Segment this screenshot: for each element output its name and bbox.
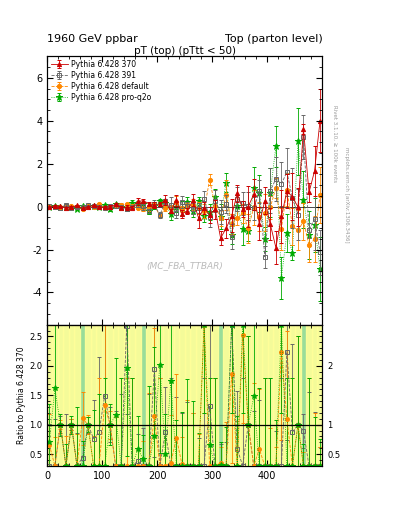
- Bar: [262, 325, 268, 466]
- Bar: [146, 325, 152, 466]
- Bar: [85, 325, 91, 466]
- Y-axis label: Ratio to Pythia 6.428 370: Ratio to Pythia 6.428 370: [17, 347, 26, 444]
- Bar: [47, 325, 52, 466]
- Bar: [317, 325, 323, 466]
- Bar: [295, 325, 301, 466]
- Bar: [306, 325, 312, 466]
- Bar: [190, 325, 196, 466]
- Bar: [251, 325, 257, 466]
- Text: 1960 GeV ppbar: 1960 GeV ppbar: [47, 33, 138, 44]
- Bar: [246, 325, 251, 466]
- Bar: [207, 325, 212, 466]
- Bar: [135, 325, 141, 466]
- Bar: [102, 325, 107, 466]
- Bar: [179, 325, 185, 466]
- Bar: [223, 325, 229, 466]
- Bar: [152, 325, 157, 466]
- Bar: [63, 325, 69, 466]
- Bar: [284, 325, 290, 466]
- Bar: [124, 325, 129, 466]
- Bar: [196, 325, 201, 466]
- Bar: [229, 325, 235, 466]
- Bar: [257, 325, 262, 466]
- Bar: [91, 325, 96, 466]
- Bar: [157, 325, 163, 466]
- Bar: [312, 325, 317, 466]
- Bar: [96, 325, 102, 466]
- Bar: [118, 325, 124, 466]
- Bar: [273, 325, 279, 466]
- Bar: [174, 325, 179, 466]
- Bar: [168, 325, 174, 466]
- Bar: [163, 325, 168, 466]
- Text: (MC_FBA_TTBAR): (MC_FBA_TTBAR): [146, 261, 223, 270]
- Bar: [268, 325, 273, 466]
- Bar: [69, 325, 74, 466]
- Bar: [74, 325, 80, 466]
- Bar: [113, 325, 118, 466]
- Bar: [279, 325, 284, 466]
- Bar: [235, 325, 240, 466]
- Bar: [201, 325, 207, 466]
- Bar: [240, 325, 246, 466]
- Text: mcplots.cern.ch [arXiv:1306.3436]: mcplots.cern.ch [arXiv:1306.3436]: [344, 147, 349, 242]
- Legend: Pythia 6.428 370, Pythia 6.428 391, Pythia 6.428 default, Pythia 6.428 pro-q2o: Pythia 6.428 370, Pythia 6.428 391, Pyth…: [50, 58, 152, 103]
- Text: Rivet 3.1.10, ≥ 100k events: Rivet 3.1.10, ≥ 100k events: [332, 105, 337, 182]
- Bar: [212, 325, 218, 466]
- Bar: [107, 325, 113, 466]
- Bar: [129, 325, 135, 466]
- Text: Top (parton level): Top (parton level): [224, 33, 322, 44]
- Bar: [185, 325, 190, 466]
- Bar: [52, 325, 58, 466]
- Bar: [290, 325, 295, 466]
- Bar: [58, 325, 63, 466]
- Title: pT (top) (pTtt < 50): pT (top) (pTtt < 50): [134, 46, 236, 55]
